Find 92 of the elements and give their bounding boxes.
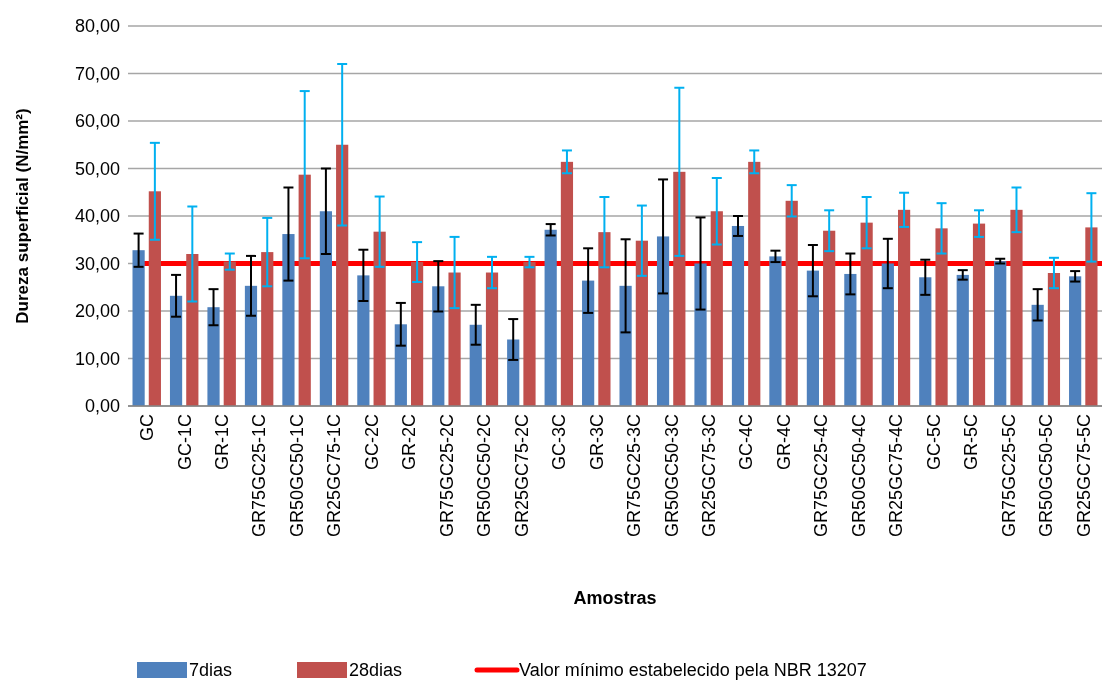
y-tick-label: 0,00 <box>84 396 120 417</box>
x-tick-label: GR50GC50-5C <box>1036 414 1057 538</box>
x-tick-label: GR25GC75-2C <box>511 414 532 538</box>
bar <box>748 161 761 406</box>
bar <box>319 211 332 406</box>
y-tick-label: 20,00 <box>74 301 120 322</box>
bar <box>169 295 183 406</box>
bar <box>785 200 798 406</box>
bar <box>635 240 648 406</box>
bar <box>1085 227 1098 406</box>
bar <box>710 211 723 406</box>
bar <box>598 232 611 406</box>
bar <box>357 275 370 406</box>
bar <box>485 272 499 406</box>
bar <box>972 223 986 406</box>
bar <box>935 228 948 406</box>
bar <box>898 209 911 406</box>
y-tick-label: 10,00 <box>74 348 120 369</box>
x-tick-label: GC <box>137 414 158 441</box>
x-tick-label: GR25GC75-1C <box>324 414 345 538</box>
x-tick-label: GC-5C <box>923 414 944 471</box>
legend-label: 7dias <box>189 660 233 681</box>
bar <box>694 263 707 406</box>
x-tick-label: GC-2C <box>361 414 382 471</box>
y-axis-title: Dureza superficial (N/mm²) <box>13 108 32 324</box>
y-tick-label: 50,00 <box>74 158 120 179</box>
bar <box>582 280 595 406</box>
bar <box>656 236 670 406</box>
bar <box>994 261 1007 406</box>
bar <box>298 174 311 406</box>
bar <box>919 277 932 406</box>
x-tick-label: GR50GC50-1C <box>286 414 307 538</box>
bar <box>394 324 407 406</box>
y-tick-label: 30,00 <box>74 253 120 274</box>
bar <box>956 274 969 406</box>
bar <box>806 270 819 406</box>
bar <box>282 234 295 406</box>
bar <box>148 191 161 406</box>
x-tick-label: GR25GC75-5C <box>1073 414 1094 538</box>
bar <box>244 285 258 406</box>
bar <box>448 272 461 406</box>
bar <box>544 229 557 406</box>
x-tick-label: GR50GC50-4C <box>848 414 869 538</box>
x-tick-label: GR25GC75-3C <box>698 414 719 538</box>
x-axis-title: Amostras <box>573 588 657 608</box>
bar <box>411 262 424 406</box>
bar <box>881 263 894 406</box>
x-tick-label: GR50GC50-3C <box>661 414 682 538</box>
legend-label: 28dias <box>349 660 403 681</box>
x-tick-label: GC-4C <box>736 414 757 471</box>
legend-label: Valor mínimo estabelecido pela NBR 13207 <box>519 660 867 681</box>
bar <box>373 231 386 406</box>
bar <box>769 256 782 406</box>
y-tick-label: 40,00 <box>74 206 120 227</box>
y-tick-label: 60,00 <box>74 111 120 132</box>
x-tick-label: GR25GC75-4C <box>886 414 907 538</box>
x-tick-label: GR75GC25-5C <box>998 414 1019 538</box>
x-tick-label: GR-2C <box>399 414 420 471</box>
bar <box>336 144 349 406</box>
bar <box>844 273 857 406</box>
bar <box>560 161 574 406</box>
x-tick-label: GR-3C <box>586 414 607 471</box>
bar <box>523 262 536 406</box>
bar <box>1069 276 1082 406</box>
x-tick-label: GR-5C <box>961 414 982 471</box>
x-tick-label: GR50GC50-2C <box>474 414 495 538</box>
y-tick-label: 80,00 <box>74 16 120 37</box>
bar <box>469 324 482 406</box>
x-tick-label: GC-1C <box>174 414 195 471</box>
x-tick-label: GR75GC25-2C <box>436 414 457 538</box>
bar <box>731 225 745 406</box>
bar <box>186 254 199 406</box>
bar <box>860 222 873 406</box>
x-tick-label: GC-3C <box>549 414 570 471</box>
bar <box>207 307 220 406</box>
bar <box>432 286 445 406</box>
bar <box>1010 209 1023 406</box>
bar <box>1031 304 1044 406</box>
bar <box>673 171 686 406</box>
x-tick-label: GR-1C <box>211 414 232 471</box>
bar <box>823 230 836 406</box>
bar <box>223 261 236 406</box>
bar <box>132 250 145 406</box>
bar <box>619 285 632 406</box>
x-tick-label: GR75GC25-1C <box>249 414 270 538</box>
x-tick-label: GR75GC25-3C <box>624 414 645 538</box>
x-tick-label: GR-4C <box>773 414 794 471</box>
bar <box>261 252 274 406</box>
x-tick-label: GR75GC25-4C <box>811 414 832 538</box>
bar <box>1047 273 1061 406</box>
y-tick-label: 70,00 <box>74 63 120 84</box>
bar <box>507 339 520 406</box>
